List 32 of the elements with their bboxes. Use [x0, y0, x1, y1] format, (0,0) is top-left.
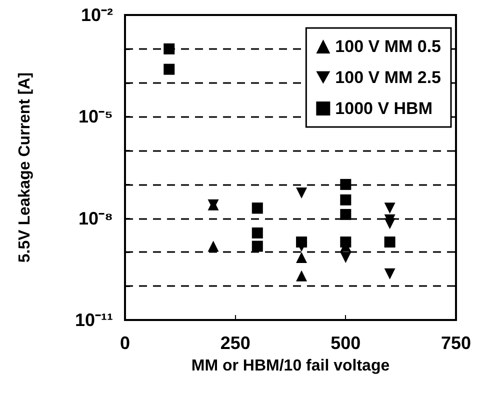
point	[340, 236, 352, 248]
legend-label: 100 V MM 2.5	[335, 68, 441, 87]
x-tick-label: 750	[440, 333, 472, 353]
point	[340, 208, 352, 220]
legend-label: 100 V MM 0.5	[335, 37, 441, 56]
legend-label: 1000 V HBM	[335, 99, 432, 118]
y-tick-label: 10⁻¹¹	[74, 310, 113, 330]
y-axis-title: 5.5V Leakage Current [A]	[16, 72, 34, 263]
point	[252, 202, 263, 214]
point	[340, 178, 352, 190]
point	[340, 194, 352, 206]
point	[164, 43, 175, 54]
point	[296, 187, 308, 198]
point	[340, 252, 352, 263]
point	[384, 218, 396, 230]
point	[296, 236, 308, 248]
x-tick-label: 250	[220, 333, 250, 353]
point	[252, 227, 263, 238]
y-tick-label: 10⁻⁵	[78, 106, 113, 127]
point	[296, 252, 308, 263]
x-axis-title: MM or HBM/10 fail voltage	[191, 358, 390, 374]
point	[384, 202, 396, 214]
y-tick-label: 10⁻⁸	[78, 208, 113, 228]
point	[384, 236, 396, 248]
x-tick-label: 0	[120, 333, 130, 353]
point	[252, 240, 263, 252]
point	[208, 240, 219, 252]
x-tick-label: 500	[330, 333, 361, 353]
y-tick-label: 10⁻²	[80, 5, 114, 25]
point	[164, 64, 175, 75]
point	[384, 268, 396, 280]
point	[296, 270, 308, 282]
